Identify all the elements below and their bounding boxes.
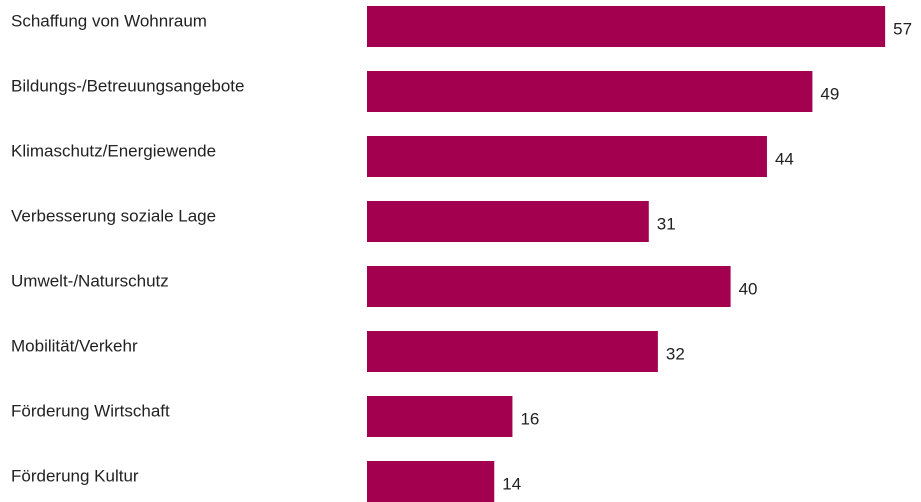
value-label: 49 (820, 84, 839, 103)
bar (367, 6, 886, 47)
category-label: Umwelt-/Naturschutz (11, 271, 169, 290)
bar (367, 331, 658, 372)
value-label: 31 (657, 214, 676, 233)
value-label: 44 (775, 149, 794, 168)
bar (367, 71, 813, 112)
category-label: Bildungs-/Betreuungsangebote (11, 76, 244, 95)
value-label: 14 (502, 474, 521, 493)
bar (367, 266, 731, 307)
value-label: 40 (739, 279, 758, 298)
bar (367, 201, 649, 242)
value-label: 32 (666, 344, 685, 363)
category-label: Klimaschutz/Energiewende (11, 141, 216, 160)
bar (367, 396, 513, 437)
category-label: Verbesserung soziale Lage (11, 206, 216, 225)
value-label: 16 (520, 409, 539, 428)
bar (367, 136, 767, 177)
category-label: Förderung Kultur (11, 466, 139, 485)
category-label: Förderung Wirtschaft (11, 401, 170, 420)
value-label: 57 (893, 19, 912, 38)
bar (367, 461, 495, 502)
category-label: Schaffung von Wohnraum (11, 11, 207, 30)
category-label: Mobilität/Verkehr (11, 336, 138, 355)
